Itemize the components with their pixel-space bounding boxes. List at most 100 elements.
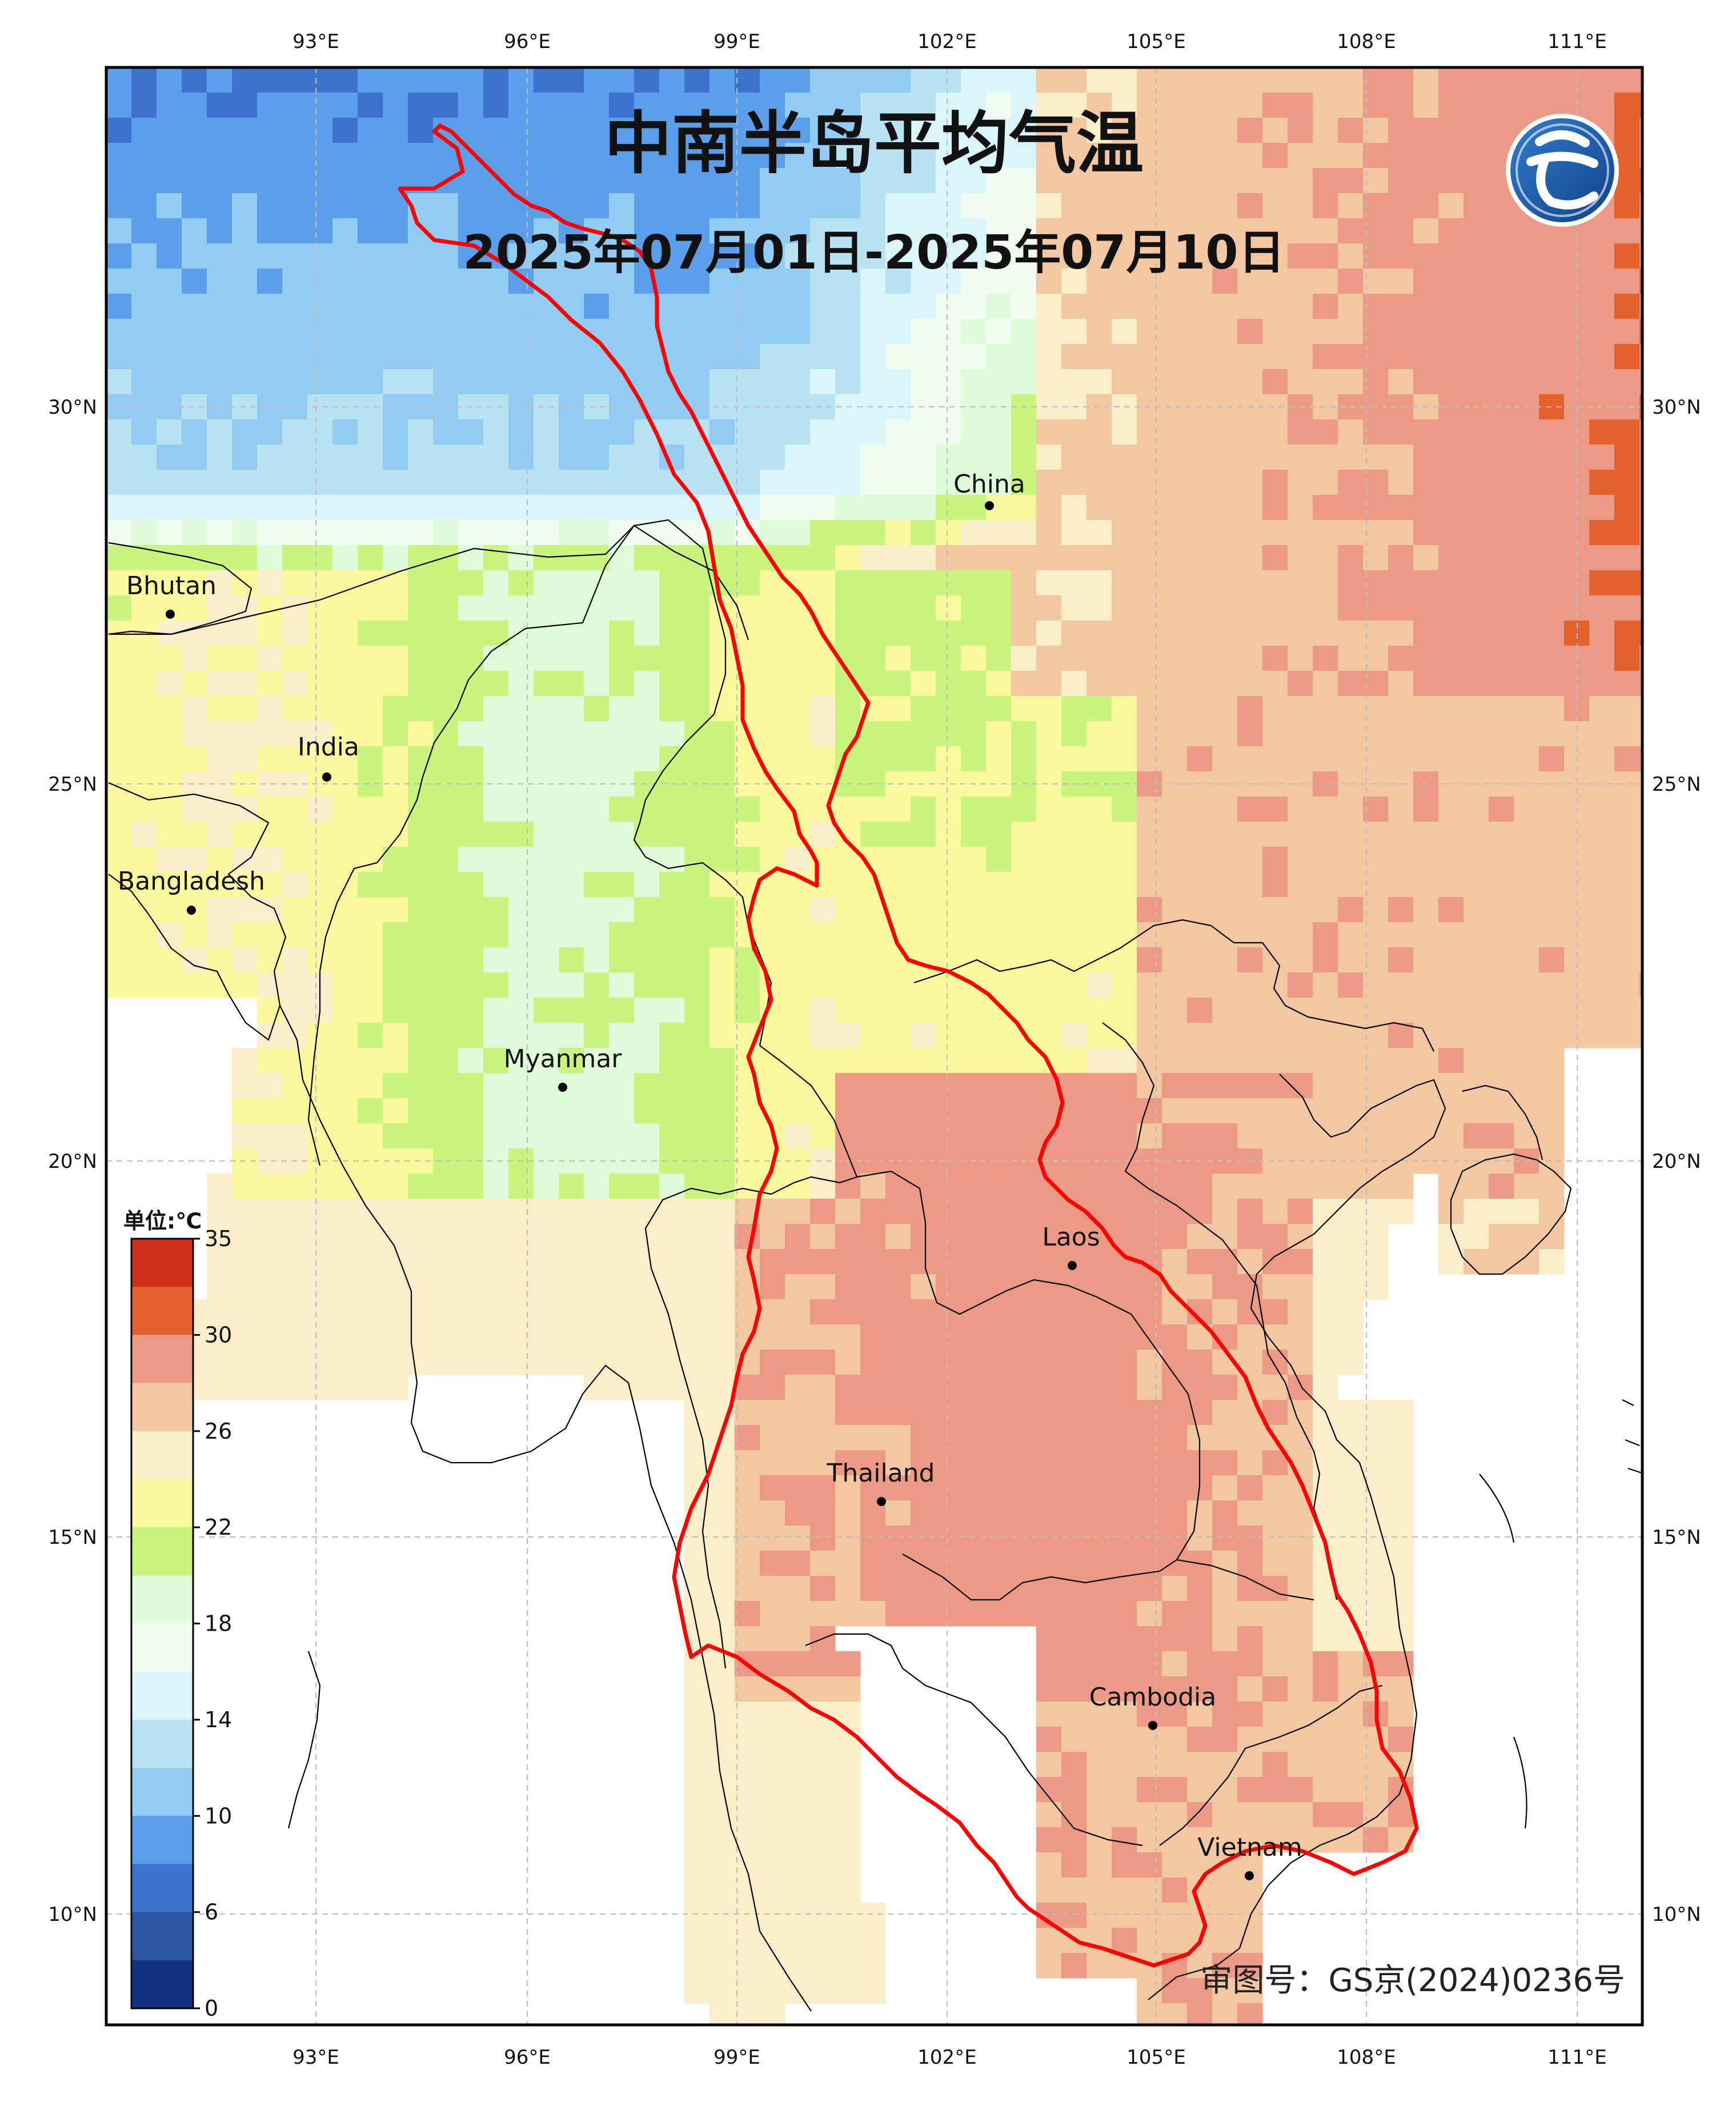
temperature-cell [1112,1199,1137,1224]
temperature-cell [1413,495,1439,521]
country-labels: ChinaBhutanIndiaBangladeshMyanmarLaosTha… [118,470,1302,1862]
temperature-cell [106,822,132,847]
temperature-cell [860,1375,886,1400]
temperature-cell [936,696,961,722]
temperature-cell [1137,721,1162,747]
temperature-cell [1464,545,1489,571]
temperature-cell [609,294,635,319]
temperature-cell [1036,721,1062,747]
temperature-cell [810,1953,836,1979]
temperature-cell [1338,1324,1364,1350]
temperature-cell [911,1425,936,1451]
temperature-cell [1237,1023,1263,1048]
temperature-cell [182,143,207,169]
temperature-cell [986,520,1012,546]
temperature-cell [810,1928,836,1953]
temperature-cell [1137,1827,1162,1853]
temperature-cell [1137,822,1162,847]
temperature-cell [835,445,861,470]
temperature-cell [911,922,936,948]
temperature-cell [1061,1274,1087,1300]
temperature-cell [961,1601,987,1627]
temperature-cell [1162,1676,1188,1702]
temperature-cell [1086,1048,1112,1074]
temperature-cell [936,419,961,445]
temperature-cell [986,1526,1012,1551]
temperature-cell [1338,1048,1364,1074]
temperature-cell [458,872,484,898]
temperature-cell [584,269,610,294]
temperature-cell [659,243,685,269]
latitude-tick-right: 20°N [1652,1150,1701,1173]
temperature-cell [1388,118,1414,143]
temperature-cell [1112,998,1137,1023]
temperature-cell [961,1526,987,1551]
temperature-cell [634,947,660,973]
temperature-cell [810,998,836,1023]
temperature-cell [1011,520,1037,546]
temperature-cell [458,1199,484,1224]
temperature-cell [1338,1400,1364,1426]
temperature-cell [1237,595,1263,621]
temperature-cell [634,344,660,370]
thailand-border [856,1170,1201,1560]
temperature-cell [1137,1727,1162,1752]
temperature-cell [282,646,308,671]
temperature-cell [860,1400,886,1426]
temperature-cell [1363,620,1389,646]
temperature-cell [1061,269,1087,294]
temperature-cell [157,922,182,948]
temperature-cell [986,922,1012,948]
colorbar-swatch [131,1623,193,1672]
temperature-cell [609,998,635,1023]
temperature-cell [1237,721,1263,747]
laos-vietnam-border [1102,1022,1338,1600]
temperature-cell [508,445,534,470]
temperature-cell [1262,796,1288,822]
temperature-cell [1363,1752,1389,1777]
temperature-cell [1086,922,1112,948]
temperature-cell [709,1048,735,1074]
latitude-tick-left: 30°N [48,396,97,419]
temperature-cell [282,1299,308,1325]
temperature-cell [684,897,710,923]
temperature-cell [408,998,434,1023]
temperature-cell [182,67,207,93]
temperature-cell [1489,721,1514,747]
temperature-cell [911,1249,936,1275]
temperature-cell [1036,1324,1062,1350]
temperature-cell [584,822,610,847]
temperature-cell [1011,118,1037,143]
temperature-cell [1036,1601,1062,1627]
temperature-cell [1464,1224,1489,1250]
temperature-cell [106,143,132,169]
temperature-cell [735,1953,760,1979]
temperature-cell [735,319,760,345]
temperature-cell [709,1023,735,1048]
temperature-cell [559,746,584,772]
temperature-cell [257,1299,283,1325]
temperature-cell [911,1048,936,1074]
temperature-cell [1086,897,1112,923]
temperature-cell [1489,118,1514,143]
temperature-cell [1036,545,1062,571]
temperature-cell [1011,570,1037,596]
temperature-cell [1112,470,1137,495]
temperature-cell [1564,947,1590,973]
temperature-cell [810,1576,836,1601]
temperature-cell [684,1576,710,1601]
temperature-cell [1489,470,1514,495]
temperature-cell [1237,897,1263,923]
temperature-cell [1338,118,1364,143]
temperature-cell [760,193,785,219]
temperature-cell [885,118,911,143]
temperature-cell [458,922,484,948]
temperature-cell [1313,646,1338,671]
temperature-cell [282,470,308,495]
temperature-cell [157,520,182,546]
temperature-cell [1363,118,1389,143]
temperature-cell [785,369,811,395]
temperature-cell [232,671,258,696]
temperature-cell [634,620,660,646]
temperature-cell [1262,746,1288,772]
